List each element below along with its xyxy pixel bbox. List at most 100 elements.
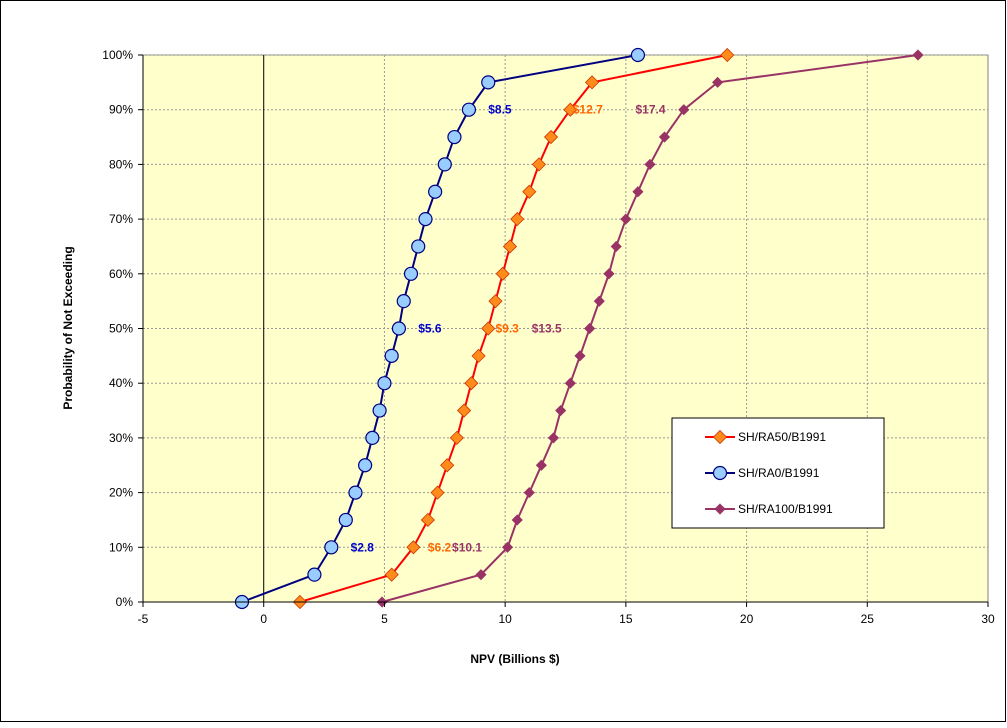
legend-swatch-marker (712, 465, 728, 481)
data-point (377, 376, 392, 391)
data-point (447, 129, 462, 145)
data-point (358, 458, 373, 473)
x-tick-label: 5 (381, 612, 388, 626)
data-point (502, 239, 518, 254)
data-point (584, 322, 596, 335)
data-point (461, 102, 477, 117)
data-point (511, 514, 523, 526)
data-point (610, 240, 622, 253)
data-point (564, 377, 576, 389)
data-point (630, 47, 646, 63)
data-point (396, 294, 411, 309)
data-point (365, 430, 380, 445)
data-point (338, 512, 353, 528)
data-point (471, 348, 486, 363)
series-sh-ra100-b1991 (376, 49, 924, 608)
x-tick-label: 25 (861, 612, 875, 626)
x-tick-label: 15 (619, 612, 633, 626)
legend-entry: SH/RA0/B1991 (705, 465, 820, 481)
x-tick-labels: -5 0 5 10 15 20 25 30 (138, 601, 995, 626)
data-point (391, 321, 407, 336)
data-point (912, 49, 924, 61)
y-tick-label: 80% (109, 157, 133, 171)
data-point (593, 295, 605, 307)
x-tick-label: -5 (138, 612, 149, 626)
data-point (428, 184, 443, 199)
y-tick-label: 70% (109, 212, 133, 226)
data-point (324, 540, 339, 555)
y-tick-label: 20% (109, 486, 133, 500)
data-point (372, 403, 387, 418)
data-point (307, 567, 322, 582)
legend: SH/RA50/B1991 SH/RA0/B1991 SH/RA100/B1991 (671, 417, 885, 529)
y-tick-label: 60% (109, 267, 133, 281)
value-annotation: $6.2 (428, 540, 452, 554)
y-tick-label: 40% (109, 376, 133, 390)
x-tick-label: 0 (260, 612, 267, 626)
data-point (501, 541, 514, 553)
data-point (712, 76, 724, 88)
data-point (644, 158, 656, 170)
value-annotation: $13.5 (532, 322, 562, 336)
gridlines (143, 54, 988, 602)
data-point (495, 266, 510, 281)
data-point (420, 512, 435, 528)
data-point (574, 350, 586, 362)
legend-entry: SH/RA50/B1991 (705, 429, 826, 445)
data-point (603, 268, 615, 280)
y-tick-labels: 0% 10% 20% 30% 40% 50% 60% 70% 80% 90% 100% (102, 48, 144, 609)
data-point (418, 212, 433, 227)
value-annotation: $12.7 (573, 103, 603, 117)
data-point (348, 485, 363, 500)
data-point (523, 487, 535, 499)
x-axis-title: NPV (Billions $) (470, 652, 559, 666)
data-point (464, 376, 479, 391)
data-point (449, 430, 464, 445)
value-annotation: $10.1 (452, 540, 482, 554)
data-point (555, 404, 567, 417)
legend-swatch-marker (714, 503, 726, 515)
y-tick-label: 50% (109, 322, 133, 336)
x-tick-label: 10 (498, 612, 512, 626)
x-tick-label: 30 (981, 612, 995, 626)
data-point (678, 104, 690, 116)
legend-entry: SH/RA100/B1991 (705, 502, 833, 516)
legend-items: SH/RA50/B1991 SH/RA0/B1991 SH/RA100/B1991 (705, 429, 833, 516)
legend-label: SH/RA50/B1991 (738, 430, 826, 444)
value-annotation: $9.3 (495, 322, 519, 336)
data-point (658, 131, 671, 143)
data-point (632, 186, 644, 198)
data-point (522, 184, 537, 199)
legend-swatch-marker (712, 429, 728, 445)
y-tick-label: 10% (109, 540, 133, 554)
y-tick-label: 90% (109, 103, 133, 117)
value-annotation: $8.5 (488, 103, 512, 117)
data-point (384, 348, 399, 363)
data-point (481, 321, 496, 336)
data-point (584, 75, 600, 90)
data-point (543, 129, 559, 145)
data-point (440, 458, 455, 473)
data-point (510, 212, 525, 227)
series-sh-ra0-b1991 (234, 47, 646, 610)
data-point (457, 403, 472, 418)
series-group (234, 47, 924, 610)
value-annotation: $5.6 (418, 322, 442, 336)
legend-label: SH/RA100/B1991 (738, 502, 833, 516)
data-point (620, 213, 632, 225)
y-tick-label: 30% (109, 431, 133, 445)
data-point (384, 567, 399, 582)
series-sh-ra50-b1991 (292, 47, 735, 610)
data-point (547, 432, 559, 444)
x-tick-label: 20 (740, 612, 754, 626)
data-point (403, 266, 419, 281)
annotations: $8.5 $12.7 $17.4 $5.6 $9.3 $13.5 $2.8 $6.2 $10.1 (351, 103, 666, 555)
data-point (531, 157, 547, 172)
data-point (411, 239, 426, 254)
data-point (488, 294, 503, 309)
data-point (475, 569, 487, 581)
data-point (535, 459, 547, 471)
value-annotation: $17.4 (636, 103, 666, 117)
